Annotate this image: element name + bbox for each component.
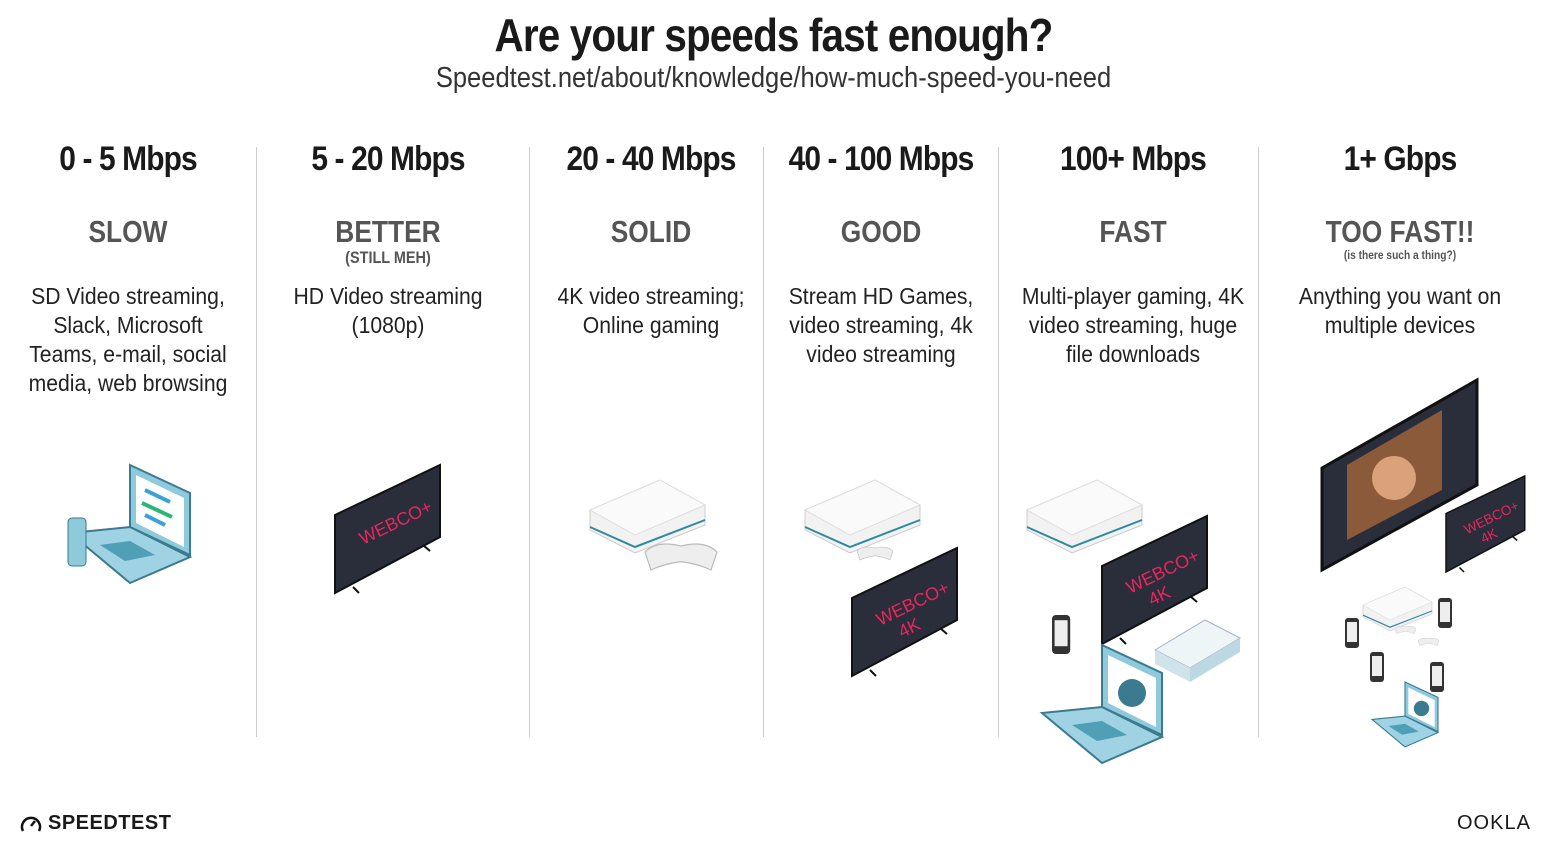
tier-range: 5 - 20 Mbps <box>311 140 465 178</box>
tier-range: 20 - 40 Mbps <box>566 140 736 178</box>
tier-category: BETTER <box>335 214 441 249</box>
column-divider <box>1258 147 1259 737</box>
tier-range: 100+ Mbps <box>1060 140 1207 178</box>
speedometer-icon <box>20 816 42 832</box>
tier-category: FAST <box>1099 214 1167 249</box>
tier-description: HD Video streaming (1080p) <box>293 283 483 338</box>
tier-note: (is there such a thing?) <box>1343 248 1457 262</box>
tier-note <box>28 248 229 268</box>
tier-category: SOLID <box>610 214 692 249</box>
tier-description: 4K video streaming; Online gaming <box>557 283 745 338</box>
tier-category: SLOW <box>88 214 168 249</box>
tier-note <box>788 248 975 268</box>
tier-better: 5 - 20 Mbps BETTER (STILL MEH) HD Video … <box>266 140 510 740</box>
tier-description: SD Video streaming, Slack, Microsoft Tea… <box>28 283 228 396</box>
tier-range: 1+ Gbps <box>1343 140 1458 178</box>
tier-solid: 20 - 40 Mbps SOLID 4K video streaming; O… <box>536 140 766 740</box>
tier-description: Multi-player gaming, 4K video streaming,… <box>1021 283 1245 367</box>
column-divider <box>256 147 257 737</box>
column-divider <box>529 147 530 737</box>
column-divider <box>763 147 764 737</box>
tier-fast: 100+ Mbps FAST Multi-player gaming, 4K v… <box>1010 140 1256 740</box>
page-title: Are your speeds fast enough? <box>494 9 1054 61</box>
tier-note <box>553 248 749 268</box>
tier-too-fast: 1+ Gbps TOO FAST!! (is there such a thin… <box>1270 140 1530 740</box>
tier-description: Stream HD Games, video streaming, 4k vid… <box>788 283 974 367</box>
speedtest-wordmark: SPEEDTEST <box>48 812 172 834</box>
tier-description: Anything you want on multiple devices <box>1298 283 1502 338</box>
tier-category: GOOD <box>840 214 922 249</box>
tier-range: 40 - 100 Mbps <box>788 140 975 178</box>
tier-good: 40 - 100 Mbps GOOD Stream HD Games, vide… <box>771 140 991 740</box>
tier-range: 0 - 5 Mbps <box>59 140 197 178</box>
tier-note: (STILL MEH) <box>345 248 431 267</box>
speedtest-logo: SPEEDTEST <box>20 812 171 835</box>
ookla-logo: OOKLA <box>1457 812 1531 834</box>
tier-category: TOO FAST!! <box>1325 214 1475 249</box>
source-url: Speedtest.net/about/knowledge/how-much-s… <box>435 62 1112 94</box>
column-divider <box>998 147 999 737</box>
tier-slow: 0 - 5 Mbps SLOW SD Video streaming, Slac… <box>10 140 246 740</box>
tier-note <box>1028 248 1237 268</box>
